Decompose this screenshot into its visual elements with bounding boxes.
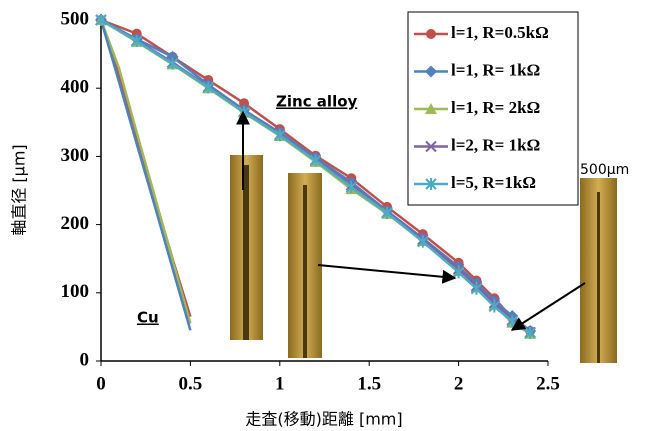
marker	[425, 140, 437, 153]
marker	[425, 65, 437, 78]
y-tick-label: 300	[61, 145, 90, 166]
y-tick-label: 400	[61, 77, 90, 98]
x-tick-label: 2.5	[536, 373, 560, 394]
marker	[309, 154, 322, 167]
marker	[345, 181, 358, 194]
y-tick-label: 200	[61, 213, 90, 234]
y-axis-label: 軸直径 [μm]	[10, 144, 29, 235]
legend-label: l=2, R= 1kΩ	[451, 135, 540, 154]
marker	[425, 103, 437, 114]
marker	[425, 178, 437, 190]
marker	[524, 327, 536, 340]
legend-label: l=1, R= 2kΩ	[451, 98, 540, 117]
x-tick-label: 2	[454, 373, 464, 394]
x-tick-label: 0.5	[179, 373, 203, 394]
marker	[202, 81, 214, 94]
arrow	[510, 282, 586, 331]
plot-area: 0 100 200 300 400 500 0 0.5 1 1.5 2 2.5	[61, 8, 560, 394]
marker	[166, 57, 179, 70]
legend-label: l=5, R=1kΩ	[451, 173, 536, 192]
marker	[131, 35, 143, 48]
marker	[417, 235, 429, 248]
legend: l=1, R=0.5kΩ l=1, R= 1kΩ l=1, R= 2kΩ l=2, R…	[407, 11, 579, 206]
marker	[274, 129, 286, 142]
annotation: Zinc alloy	[276, 93, 358, 111]
y-tick-label: 500	[61, 8, 90, 29]
legend-label: l=1, R= 1kΩ	[451, 60, 540, 79]
x-axis-label: 走査(移動)距離 [mm]	[245, 410, 402, 429]
x-tick-label: 1	[275, 373, 285, 394]
cu-line	[99, 19, 192, 331]
arrow	[317, 264, 457, 284]
marker	[470, 282, 483, 295]
y-tick-label: 0	[80, 349, 90, 370]
marker	[95, 14, 107, 26]
legend-label: l=1, R=0.5kΩ	[451, 23, 549, 42]
x-tick-label: 1.5	[357, 373, 381, 394]
x-tick-label: 0	[96, 373, 106, 394]
cu-line	[99, 19, 192, 324]
marker	[239, 98, 250, 109]
y-tick-label: 100	[61, 281, 90, 302]
marker	[426, 29, 436, 39]
marker	[488, 300, 501, 313]
inset-image-wire	[303, 185, 307, 358]
annotation: 500μm	[580, 162, 629, 178]
inset-image-wire	[243, 165, 249, 340]
annotation: Cu	[137, 309, 159, 327]
inset-image-wire	[597, 192, 600, 363]
marker	[381, 207, 393, 220]
